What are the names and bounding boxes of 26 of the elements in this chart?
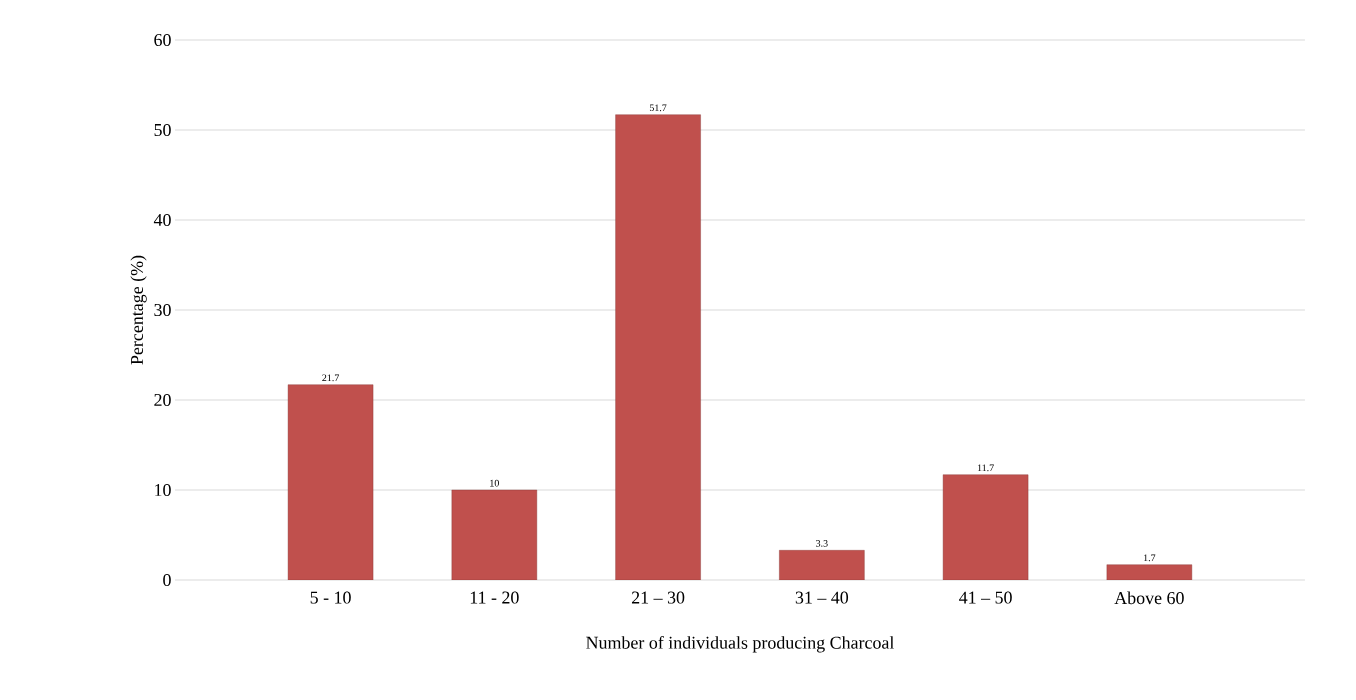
x-axis-title: Number of individuals producing Charcoal [586, 635, 895, 653]
y-axis-title: Percentage (%) [130, 255, 147, 365]
y-tick-label: 30 [154, 303, 171, 317]
data-label: 10 [490, 479, 499, 487]
data-label: 51.7 [649, 104, 667, 112]
x-tick-label: 5 - 10 [310, 591, 351, 604]
bar [779, 550, 865, 580]
x-tick-label: Above 60 [1114, 591, 1184, 605]
bar [287, 384, 374, 580]
data-label: 21.7 [322, 374, 340, 382]
bar [615, 114, 701, 580]
bar [451, 489, 538, 580]
data-label: 3.3 [816, 540, 828, 547]
x-tick-label: 41 – 50 [959, 591, 1012, 604]
y-tick-label: 50 [154, 123, 171, 137]
y-tick-label: 10 [155, 483, 171, 497]
x-tick-label: 31 – 40 [795, 591, 849, 604]
x-tick-label: 11 - 20 [470, 591, 519, 604]
y-tick-label: 60 [154, 33, 171, 47]
x-tick-label: 21 – 30 [631, 591, 685, 604]
y-tick-label: 0 [163, 573, 171, 587]
bar [942, 474, 1029, 580]
data-label: 1.7 [1144, 554, 1156, 562]
y-tick-label: 40 [153, 213, 171, 227]
data-label: 11.7 [977, 464, 994, 472]
y-tick-label: 20 [154, 393, 171, 407]
